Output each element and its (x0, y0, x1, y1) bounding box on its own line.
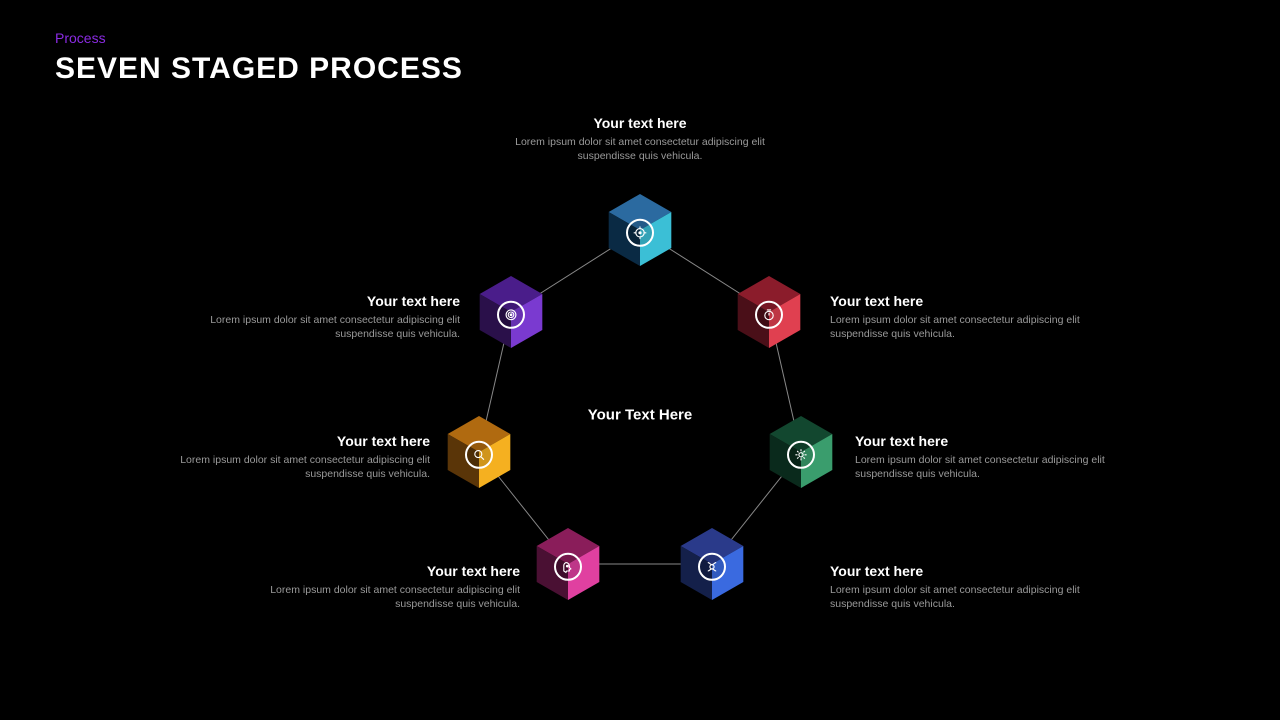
stage-label-5: Your text here Lorem ipsum dolor sit amet… (170, 433, 430, 481)
stage-desc: Lorem ipsum dolor sit amet consectetur a… (260, 583, 520, 611)
timer-icon (755, 301, 783, 329)
head-icon (554, 553, 582, 581)
target2-icon (497, 301, 525, 329)
stage-label-2: Your text here Lorem ipsum dolor sit amet… (855, 433, 1115, 481)
stage-node-6 (475, 276, 547, 348)
gear-icon (787, 441, 815, 469)
stage-title: Your text here (830, 293, 1090, 309)
stage-desc: Lorem ipsum dolor sit amet consectetur a… (200, 313, 460, 341)
stage-label-3: Your text here Lorem ipsum dolor sit amet… (830, 563, 1090, 611)
eyebrow: Process (55, 30, 463, 46)
stage-node-1 (733, 276, 805, 348)
stage-desc: Lorem ipsum dolor sit amet consectetur a… (510, 135, 770, 163)
stage-node-0 (604, 194, 676, 266)
stage-label-6: Your text here Lorem ipsum dolor sit amet… (200, 293, 460, 341)
stage-node-4 (532, 528, 604, 600)
page-title: SEVEN STAGED PROCESS (55, 52, 463, 86)
stage-desc: Lorem ipsum dolor sit amet consectetur a… (170, 453, 430, 481)
stage-label-4: Your text here Lorem ipsum dolor sit amet… (260, 563, 520, 611)
header: Process SEVEN STAGED PROCESS (55, 30, 463, 86)
stage-title: Your text here (170, 433, 430, 449)
stage-node-5 (443, 416, 515, 488)
stage-desc: Lorem ipsum dolor sit amet consectetur a… (830, 583, 1090, 611)
process-diagram: Your Text Here Your text here Lorem ipsum… (0, 115, 1280, 705)
center-label: Your Text Here (588, 407, 692, 424)
stage-desc: Lorem ipsum dolor sit amet consectetur a… (830, 313, 1090, 341)
stage-title: Your text here (830, 563, 1090, 579)
crosshair-icon (626, 219, 654, 247)
stage-title: Your text here (260, 563, 520, 579)
stage-desc: Lorem ipsum dolor sit amet consectetur a… (855, 453, 1115, 481)
stage-node-3 (676, 528, 748, 600)
stage-title: Your text here (855, 433, 1115, 449)
process-icon (698, 553, 726, 581)
stage-node-2 (765, 416, 837, 488)
stage-label-1: Your text here Lorem ipsum dolor sit amet… (830, 293, 1090, 341)
stage-title: Your text here (510, 115, 770, 131)
search-icon (465, 441, 493, 469)
stage-title: Your text here (200, 293, 460, 309)
stage-label-0: Your text here Lorem ipsum dolor sit amet… (510, 115, 770, 163)
